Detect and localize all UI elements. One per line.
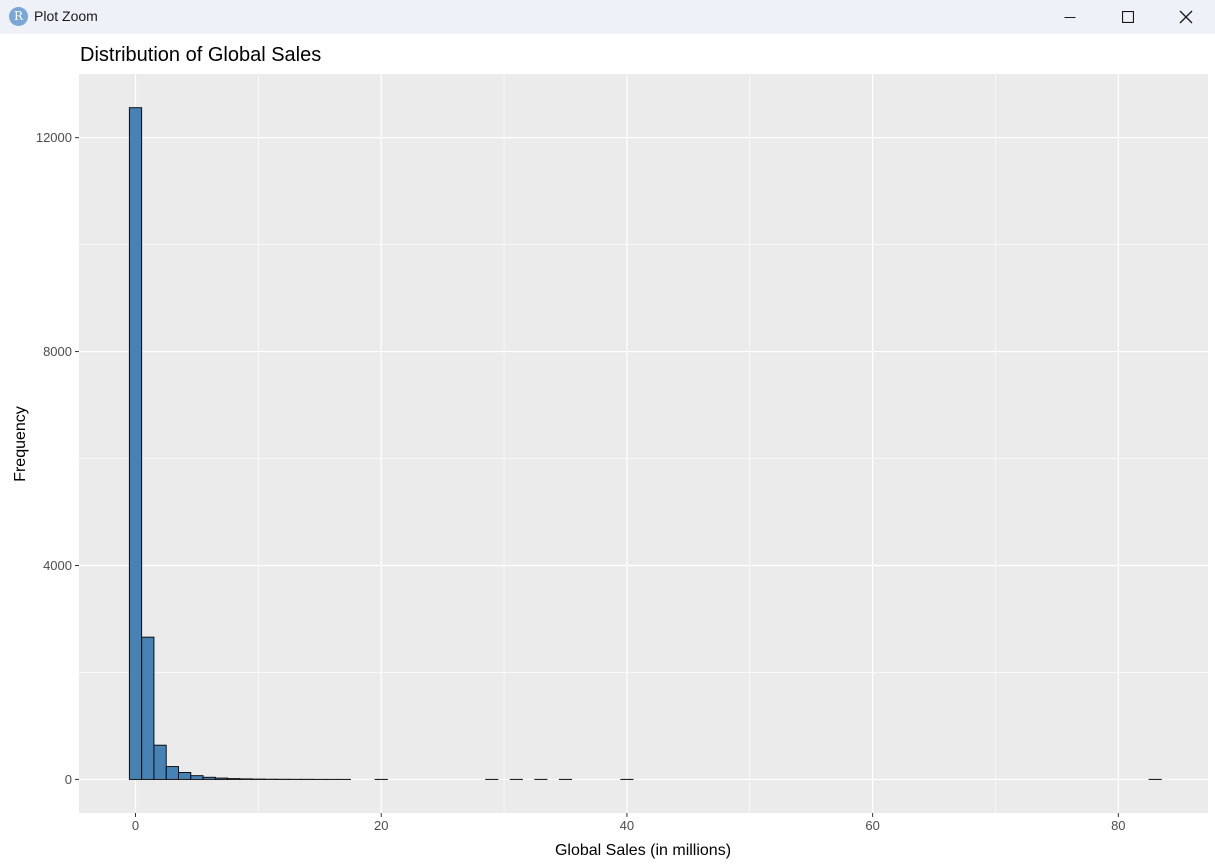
- histogram-bar: [227, 778, 241, 780]
- histogram-bar: [178, 772, 192, 780]
- histogram-bar: [165, 766, 179, 780]
- window-title: Plot Zoom: [34, 8, 98, 24]
- x-tick-label: 20: [374, 818, 388, 833]
- close-button[interactable]: [1157, 0, 1215, 34]
- x-tick-label: 80: [1111, 818, 1125, 833]
- x-tick-label: 40: [620, 818, 634, 833]
- histogram-bar: [239, 778, 253, 780]
- minimize-icon: [1064, 17, 1076, 18]
- chart-title: Distribution of Global Sales: [80, 44, 321, 66]
- maximize-icon: [1122, 11, 1134, 23]
- minimize-button[interactable]: [1041, 0, 1099, 34]
- y-tick-label: 12000: [36, 130, 72, 145]
- histogram-bar: [128, 107, 143, 780]
- maximize-button[interactable]: [1099, 0, 1157, 34]
- histogram-bar: [214, 777, 229, 780]
- histogram-bar: [141, 636, 155, 780]
- histogram-chart: Distribution of Global Sales 0 20 40 60 80 0…: [12, 44, 1208, 859]
- chart-area: Distribution of Global Sales 0 20 40 60 80 0…: [0, 34, 1215, 864]
- y-tick-label: 4000: [43, 558, 72, 573]
- close-icon: [1179, 10, 1193, 24]
- x-axis-ticks: 0 20 40 60 80: [132, 813, 1126, 833]
- histogram-bar: [202, 776, 216, 780]
- x-tick-label: 0: [132, 818, 139, 833]
- y-tick-label: 8000: [43, 344, 72, 359]
- histogram-bar: [153, 744, 167, 780]
- plot-panel: [79, 74, 1208, 813]
- histogram-bar: [190, 775, 204, 780]
- y-axis-label: Frequency: [12, 406, 29, 482]
- title-bar[interactable]: R Plot Zoom: [0, 0, 1215, 34]
- y-tick-label: 0: [65, 772, 72, 787]
- x-tick-label: 60: [865, 818, 879, 833]
- y-axis-ticks: 0 4000 8000 12000: [36, 130, 79, 787]
- minor-gridlines: [79, 74, 1208, 813]
- histogram-bars: [128, 107, 1162, 780]
- x-axis-label: Global Sales (in millions): [555, 842, 731, 859]
- r-logo-icon: R: [9, 7, 28, 26]
